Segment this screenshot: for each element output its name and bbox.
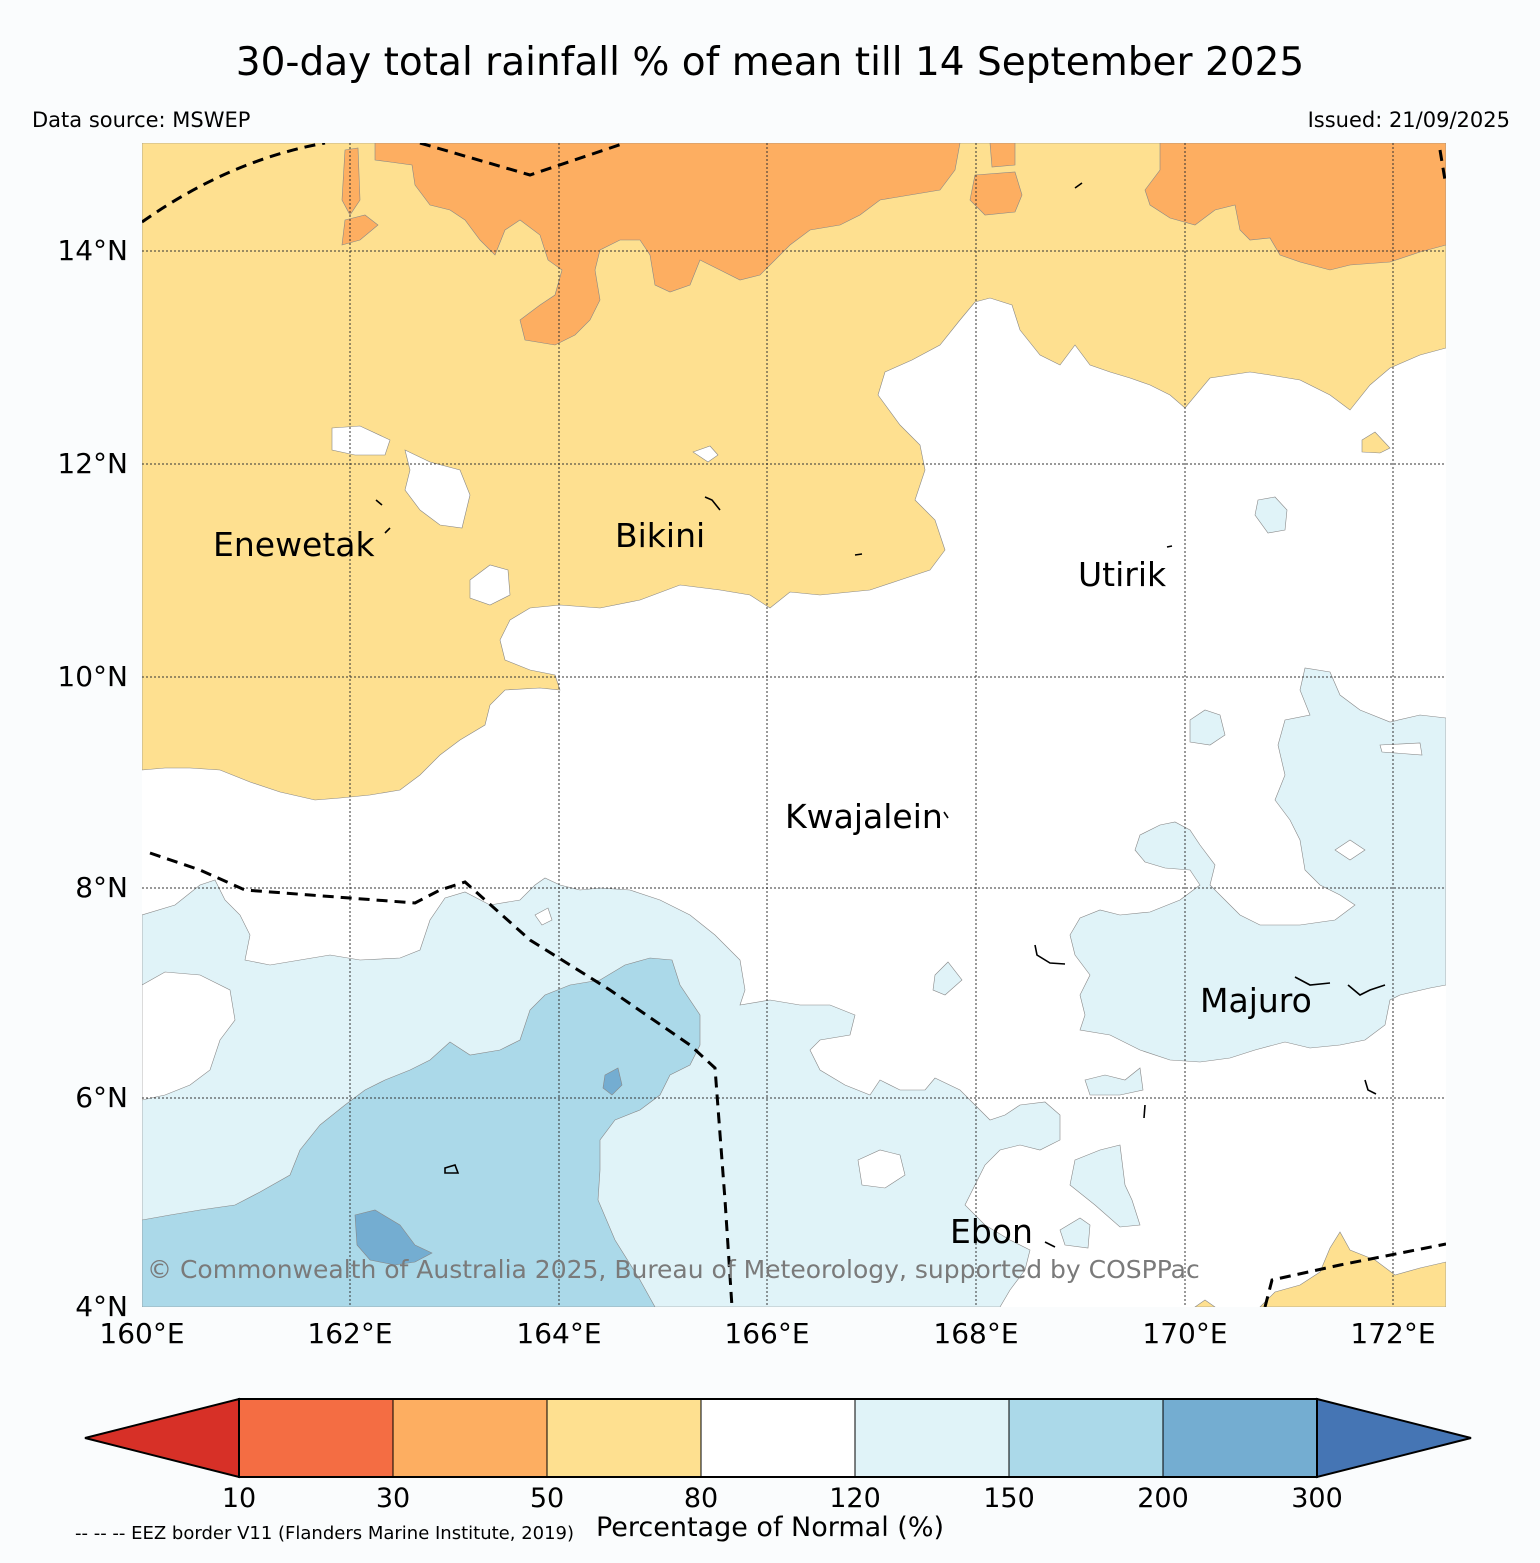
eez-note: -- -- -- EEZ border V11 (Flanders Marine… (75, 1523, 575, 1544)
colorbar: 10 30 50 80 120 150 200 300 (84, 1397, 1472, 1514)
colorbar-tick-30: 30 (376, 1483, 410, 1514)
place-enewetak: Enewetak (213, 525, 376, 564)
region-50-80-patch (1361, 431, 1391, 454)
region-hole (1334, 839, 1366, 861)
copyright-watermark: © Commonwealth of Australia 2025, Bureau… (147, 1255, 1200, 1284)
region-30-50-patch (341, 214, 379, 246)
region-150-200-southwest (142, 957, 701, 1307)
region-hole (534, 907, 553, 926)
lon-tick-160: 160°E (99, 1317, 184, 1350)
colorbar-tick-150: 150 (983, 1483, 1035, 1514)
region-hole (142, 971, 236, 1101)
place-bikini: Bikini (615, 516, 705, 555)
region-30-50-patch (341, 147, 361, 216)
lon-tick-172: 172°E (1350, 1317, 1435, 1350)
region-30-50-patch (989, 143, 1016, 168)
colorbar-bin-120-150 (854, 1398, 1010, 1478)
region-120-150-patch (1189, 709, 1226, 746)
lon-tick-164: 164°E (516, 1317, 601, 1350)
colorbar-tick-80: 80 (684, 1483, 718, 1514)
lon-tick-170: 170°E (1142, 1317, 1227, 1350)
colorbar-tick-120: 120 (829, 1483, 881, 1514)
colorbar-tick-200: 200 (1137, 1483, 1189, 1514)
region-120-150-patch (1069, 1144, 1141, 1228)
region-30-50-north (374, 143, 961, 346)
region-hole (1379, 742, 1423, 756)
place-kwajalein: Kwajalein (785, 797, 943, 836)
lat-tick-4: 4°N (75, 1290, 128, 1323)
region-50-80-patch (1194, 1299, 1216, 1307)
lat-tick-6: 6°N (75, 1081, 128, 1114)
region-200-300-patch (602, 1067, 623, 1096)
region-hole (692, 445, 719, 463)
lon-tick-166: 166°E (724, 1317, 809, 1350)
colorbar-tick-10: 10 (222, 1483, 256, 1514)
colorbar-bin-10-30 (238, 1398, 394, 1478)
eez-border (142, 143, 1446, 1307)
place-utirik: Utirik (1078, 555, 1167, 594)
colorbar-tick-50: 50 (530, 1483, 564, 1514)
region-200-300-patch (354, 1209, 433, 1266)
region-hole (404, 449, 471, 529)
colorbar-bin-150-200 (1008, 1398, 1164, 1478)
region-120-150-east (1069, 667, 1446, 1063)
colorbar-bin-50-80 (546, 1398, 702, 1478)
lat-tick-14: 14°N (57, 234, 128, 267)
region-120-150-patch (1084, 1067, 1144, 1096)
place-majuro: Majuro (1200, 981, 1312, 1020)
data-source: Data source: MSWEP (32, 108, 251, 132)
lon-tick-168: 168°E (933, 1317, 1018, 1350)
colorbar-bin-200-300 (1162, 1398, 1318, 1478)
region-120-150-patch (1254, 496, 1288, 534)
lat-tick-10: 10°N (57, 660, 128, 693)
region-120-150-patch (1059, 1217, 1091, 1249)
lat-tick-8: 8°N (75, 871, 128, 904)
region-30-50-patch (969, 171, 1023, 216)
region-hole (857, 1149, 906, 1189)
region-30-50-northeast (1144, 143, 1446, 271)
lat-tick-12: 12°N (57, 447, 128, 480)
region-hole (469, 564, 511, 606)
lon-tick-162: 162°E (307, 1317, 392, 1350)
map-title: 30-day total rainfall % of mean till 14 … (235, 40, 1305, 85)
colorbar-label: Percentage of Normal (%) (595, 1512, 945, 1543)
place-ebon: Ebon (950, 1212, 1033, 1251)
region-hole (331, 425, 391, 456)
atoll-outlines (375, 182, 1386, 1248)
region-120-150-patch (932, 961, 963, 996)
colorbar-over (1316, 1397, 1472, 1479)
issued-date: Issued: 21/09/2025 (1307, 108, 1510, 132)
colorbar-tick-300: 300 (1291, 1483, 1343, 1514)
colorbar-bin-30-50 (392, 1398, 548, 1478)
colorbar-bin-80-120 (700, 1398, 856, 1478)
graticule (142, 143, 1446, 1307)
region-50-80-southeast (1259, 1231, 1446, 1307)
colorbar-under (84, 1397, 240, 1479)
